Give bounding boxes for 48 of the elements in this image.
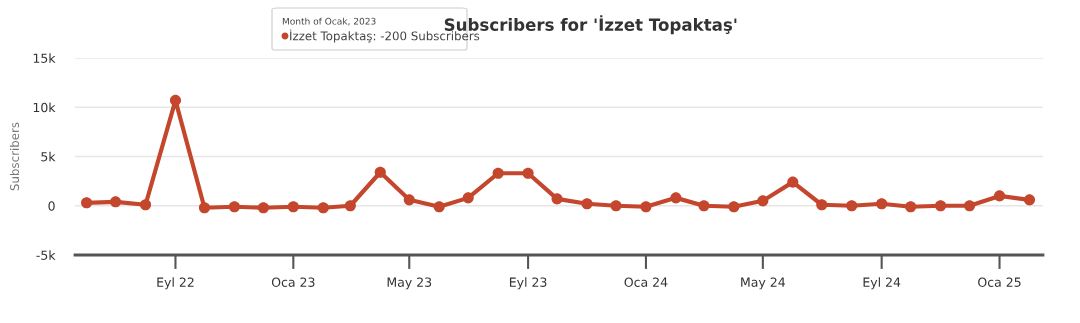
y-tick-label: 10k (33, 102, 56, 113)
point (787, 176, 799, 188)
y-tick-label: 5k (41, 151, 56, 162)
x-tick-label: May 24 (741, 277, 785, 290)
point (551, 193, 563, 205)
point (287, 201, 299, 213)
y-tick-label: -5k (36, 250, 56, 260)
point (81, 197, 93, 209)
point (846, 200, 858, 212)
x-tick-label: Oca 24 (624, 277, 668, 287)
x-tick-label: Eyl 22 (157, 277, 194, 290)
point (876, 198, 888, 210)
point (905, 201, 917, 213)
y-axis-title: Subscribers (9, 122, 20, 191)
point (698, 200, 710, 212)
point (228, 201, 240, 213)
x-tick-label: Eyl 24 (863, 277, 901, 290)
point (610, 200, 622, 212)
point (462, 192, 474, 204)
point (640, 201, 652, 213)
point (110, 196, 122, 208)
point (433, 201, 445, 213)
point (374, 166, 386, 178)
point (492, 167, 504, 179)
y-tick-label: 15k (33, 53, 56, 63)
point (728, 201, 740, 213)
point (1023, 194, 1036, 206)
point (198, 202, 211, 214)
point (935, 200, 947, 212)
point (757, 195, 769, 207)
point (993, 190, 1006, 202)
x-tick-label: Eyl 23 (509, 277, 547, 290)
point (816, 199, 828, 211)
point (964, 200, 976, 212)
point (522, 167, 534, 179)
text: Month of Ocak, 2023 (282, 17, 376, 26)
x-tick-label: Oca 23 (271, 277, 315, 287)
y-tick-label: 0 (48, 201, 55, 211)
x-tick-label: Oca 25 (978, 277, 1021, 287)
point (403, 194, 415, 206)
point (670, 192, 682, 204)
point (317, 202, 329, 214)
point (139, 199, 152, 211)
point (344, 200, 356, 212)
point (257, 202, 269, 214)
point (581, 198, 593, 210)
point (169, 94, 182, 106)
x-tick-label: May 23 (387, 277, 432, 290)
